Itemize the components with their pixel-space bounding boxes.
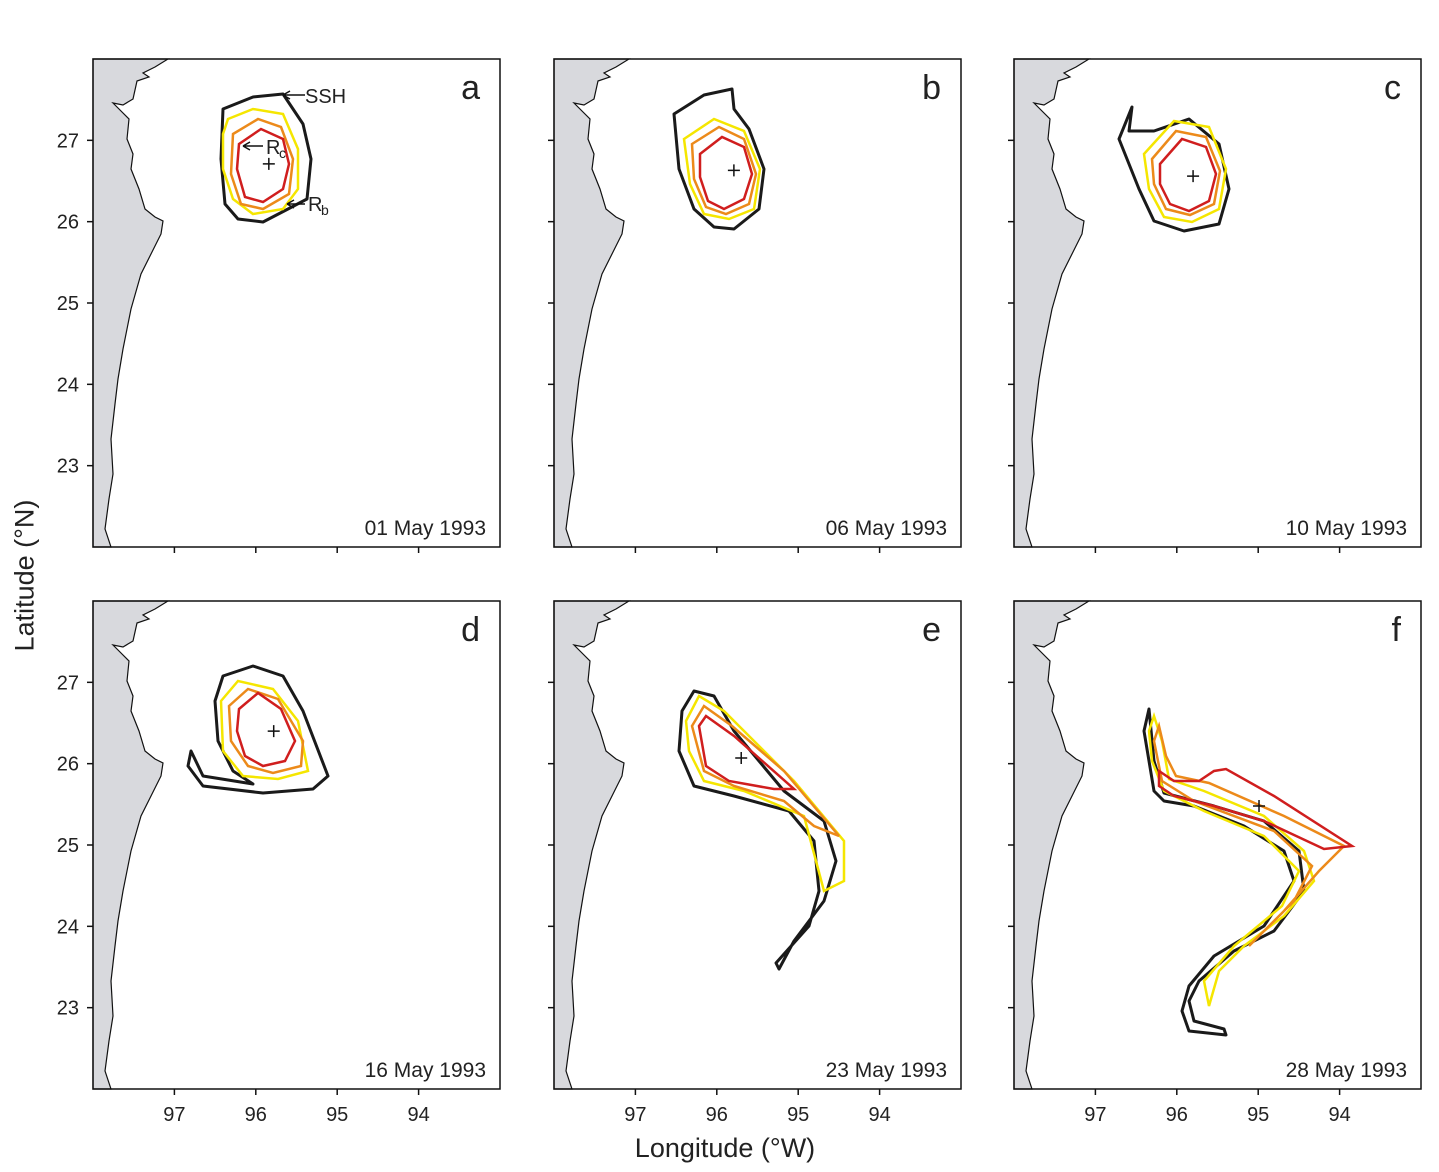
lon-tick-label: 95 [1247,1104,1269,1126]
ssh-contour [672,87,766,231]
rc-arrow [242,141,263,151]
panel-date: 01 May 1993 [365,517,486,540]
lon-tick-label: 95 [326,1104,348,1126]
ssh-annotation: SSH [305,86,346,108]
eddy-center-cross [262,157,275,170]
lon-tick-label: 96 [245,1104,267,1126]
contour-yellow [684,694,846,893]
eddy-center-cross [1187,170,1200,183]
panel-frame [553,58,962,548]
panel-label: c [1384,69,1401,107]
lon-tick-label: 96 [1166,1104,1188,1126]
lat-tick-label: 27 [57,130,79,152]
eddy-center-cross [1253,799,1266,812]
panel-label: b [922,69,941,107]
land-coastline [1013,600,1092,1090]
panel-date: 10 May 1993 [1286,517,1407,540]
eddy-center-cross [267,725,280,738]
eddy-center-cross [727,164,740,177]
contour-red-rc [235,691,297,768]
panel-frame [553,600,962,1090]
contour-yellow [221,107,300,216]
contour-orange [690,125,758,216]
land-coastline [92,58,171,548]
contour-orange [1150,129,1222,217]
panel-frame [92,600,501,1090]
y-axis-label: Latitude (°N) [9,499,40,652]
panel-date: 06 May 1993 [826,517,947,540]
lat-tick-label: 23 [57,998,79,1020]
lon-tick-label: 94 [868,1104,890,1126]
lon-tick-label: 94 [407,1104,429,1126]
panel-frame [1013,58,1422,548]
lat-tick-label: 23 [57,456,79,478]
land-coastline [1013,58,1092,548]
panel-date: 28 May 1993 [1286,1059,1407,1082]
rc-annotation: R [266,137,280,159]
contour-yellow [219,679,310,781]
rc-annotation-subscript: c [279,145,286,161]
rb-arrow [286,199,305,209]
land-coastline [92,600,171,1090]
contour-red-rc [697,714,798,791]
land-coastline [553,600,632,1090]
contour-red-rc [698,135,754,211]
panel-label: f [1392,611,1402,649]
lat-tick-label: 25 [57,293,79,315]
lat-tick-label: 26 [57,754,79,776]
lat-tick-label: 27 [57,672,79,694]
land-coastline [553,58,632,548]
panel-date: 23 May 1993 [826,1059,947,1082]
x-axis-label: Longitude (°W) [634,1133,816,1163]
lon-tick-label: 97 [624,1104,646,1126]
eddy-center-cross [735,751,748,764]
map-panel-f: f 28 May 1993 97 96 95 94 [1008,600,1422,1126]
contour-orange [1152,721,1347,947]
lat-tick-label: 24 [57,374,79,396]
lat-tick-label: 25 [57,835,79,857]
lat-tick-label: 26 [57,212,79,234]
panel-label: e [922,611,941,649]
map-panel-e: e 23 May 1993 97 96 95 94 [548,600,962,1126]
contour-yellow [682,117,762,221]
lon-tick-label: 95 [787,1104,809,1126]
lon-tick-label: 97 [1084,1104,1106,1126]
lon-tick-label: 94 [1328,1104,1350,1126]
ssh-contour [677,689,838,971]
contour-orange [229,117,295,211]
panel-frame [92,58,501,548]
lon-tick-label: 96 [706,1104,728,1126]
ssh-arrow [282,90,305,100]
panel-label: d [461,611,480,649]
contour-yellow [1142,119,1228,224]
rb-annotation: R [308,194,322,216]
contour-yellow [1147,711,1316,1007]
contour-red-rc [1158,137,1218,213]
contour-red-rc [1157,767,1356,851]
panel-frame [1013,600,1422,1090]
lon-tick-label: 97 [163,1104,185,1126]
map-panel-d: d 16 May 1993 27 26 25 24 23 97 96 95 94 [57,600,501,1126]
map-panel-b: b 06 May 1993 [548,58,962,553]
rb-annotation-subscript: b [321,202,329,218]
map-panel-c: c 10 May 1993 [1008,58,1422,553]
panel-label: a [461,69,480,107]
panel-date: 16 May 1993 [365,1059,486,1082]
contour-red-rc [235,127,291,204]
contour-orange [690,704,840,838]
lat-tick-label: 24 [57,916,79,938]
